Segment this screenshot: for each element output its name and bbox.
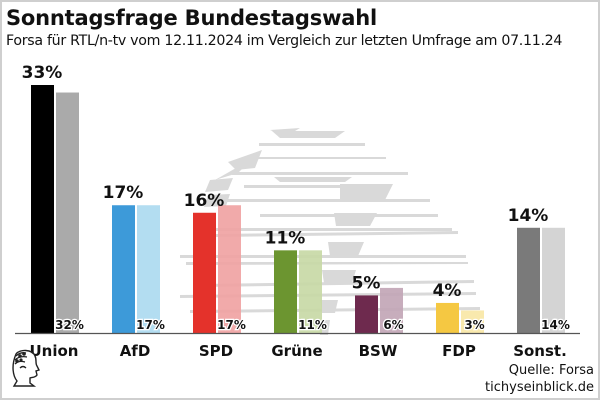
dome-stroke xyxy=(322,270,356,283)
dome-stroke xyxy=(200,280,474,287)
value-label-previous-4: 6% xyxy=(383,318,403,332)
chart-title: Sonntagsfrage Bundestagswahl xyxy=(6,6,377,30)
bar-previous-3 xyxy=(299,250,322,333)
dome-stroke xyxy=(259,143,365,146)
value-label-previous-2: 17% xyxy=(217,318,246,332)
bar-current-2 xyxy=(193,212,216,333)
value-label-current-1: 17% xyxy=(103,183,144,203)
value-label-current-3: 11% xyxy=(265,228,306,248)
category-label-1: AfD xyxy=(120,342,151,360)
bar-previous-6 xyxy=(542,227,565,333)
value-label-previous-6: 14% xyxy=(541,318,570,332)
bar-previous-5 xyxy=(461,310,484,333)
value-label-current-2: 16% xyxy=(184,191,225,211)
head-profile-logo-icon xyxy=(8,348,42,392)
bar-current-0 xyxy=(31,85,54,333)
dome-stroke xyxy=(186,262,468,265)
dome-stroke xyxy=(190,307,480,313)
value-label-current-6: 14% xyxy=(508,206,549,226)
chart-subtitle: Forsa für RTL/n-tv vom 12.11.2024 im Ver… xyxy=(6,33,563,49)
dome-stroke xyxy=(216,231,458,237)
dome-stroke xyxy=(340,184,393,200)
dome-stroke xyxy=(180,255,466,258)
value-label-previous-0: 32% xyxy=(55,318,84,332)
site-label: tichyseinblick.de xyxy=(485,380,594,395)
value-label-previous-3: 11% xyxy=(298,318,327,332)
dome-stroke xyxy=(204,194,230,207)
dome-stroke xyxy=(274,177,352,182)
value-label-previous-5: 3% xyxy=(464,318,484,332)
value-label-current-0: 33% xyxy=(22,63,63,83)
category-label-3: Grüne xyxy=(271,342,322,360)
dome-stroke xyxy=(334,213,377,226)
bar-current-3 xyxy=(274,250,297,333)
bar-previous-2 xyxy=(218,205,241,333)
bundestag-dome-decoration xyxy=(180,128,480,335)
dome-stroke xyxy=(228,150,262,170)
dome-stroke xyxy=(245,157,386,159)
value-label-current-4: 5% xyxy=(352,273,381,293)
bar-previous-0 xyxy=(56,92,79,333)
bar-current-6 xyxy=(517,227,540,333)
bar-current-5 xyxy=(436,302,459,333)
dome-stroke xyxy=(232,172,408,175)
dome-stroke xyxy=(212,199,430,202)
category-label-0: Union xyxy=(30,342,79,360)
bar-current-4 xyxy=(355,295,378,333)
bar-previous-1 xyxy=(137,205,160,333)
dome-stroke xyxy=(200,228,452,231)
bar-previous-4 xyxy=(380,287,403,333)
bar-current-1 xyxy=(112,205,135,333)
source-label: Quelle: Forsa xyxy=(508,363,594,378)
dome-stroke xyxy=(205,178,233,192)
dome-stroke xyxy=(328,242,364,256)
category-label-2: SPD xyxy=(199,342,233,360)
dome-stroke xyxy=(272,131,345,138)
category-label-6: Sonst. xyxy=(513,342,567,360)
value-label-previous-1: 17% xyxy=(136,318,165,332)
category-label-4: BSW xyxy=(359,342,398,360)
value-label-current-5: 4% xyxy=(433,281,462,301)
category-label-5: FDP xyxy=(442,342,476,360)
